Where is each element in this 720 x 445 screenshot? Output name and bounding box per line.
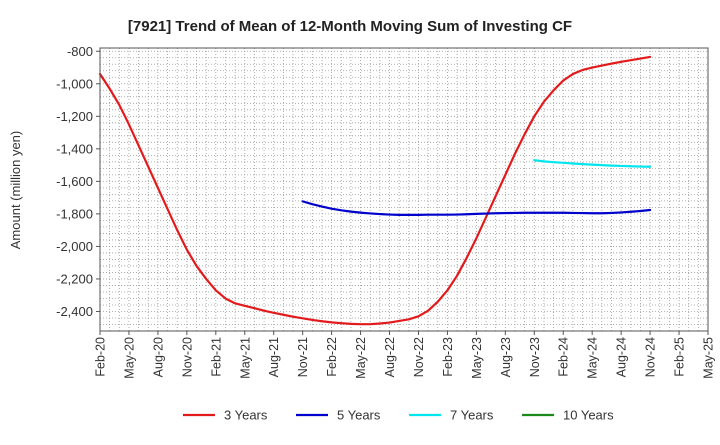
x-tick-label: Nov-24: [644, 337, 658, 377]
y-tick-label: -1,600: [56, 174, 93, 189]
series-line-3-years: [98, 55, 652, 326]
x-tick-label: Feb-20: [94, 337, 108, 377]
x-tick-label: Aug-20: [151, 337, 165, 377]
legend-label: 7 Years: [450, 408, 494, 423]
legend: 3 Years 5 Years 7 Years 10 Years: [183, 408, 614, 423]
x-tick-label: Nov-22: [412, 337, 426, 377]
x-tick-label: May-22: [354, 337, 368, 379]
y-tick-label: -2,200: [56, 271, 93, 286]
x-tick-label: Feb-21: [209, 337, 223, 377]
y-tick-label: -1,000: [56, 76, 93, 91]
x-tick-label: Feb-25: [673, 337, 687, 377]
x-tick-label: May-20: [122, 337, 136, 379]
x-tick-label: May-24: [586, 337, 600, 379]
y-tick-label: -2,000: [56, 239, 93, 254]
x-tick-label: Aug-23: [499, 337, 513, 377]
x-tick-label: May-21: [238, 337, 252, 379]
x-tick-label: May-23: [470, 337, 484, 379]
x-tick-label: May-25: [702, 337, 716, 379]
grid-layer: [99, 48, 709, 332]
plot-frame: [99, 47, 709, 332]
x-tick-label: Aug-22: [383, 337, 397, 377]
y-tick-label: -1,400: [56, 141, 93, 156]
y-axis-label: Amount (million yen): [8, 131, 23, 250]
y-tick-layer: -800 -1,000 -1,200 -1,400 -1,600 -1,800 -2,000…: [56, 44, 100, 319]
legend-label: 10 Years: [563, 408, 614, 423]
y-tick-label: -1,800: [56, 206, 93, 221]
x-tick-label: Nov-20: [180, 337, 194, 377]
series-line-5-years: [301, 200, 652, 216]
y-tick-label: -2,400: [56, 304, 93, 319]
x-tick-label: Aug-24: [615, 337, 629, 377]
series-line-7-years: [533, 159, 652, 168]
x-tick-layer: Feb-20 May-20 Aug-20 Nov-20 Feb-21 May-21 Aug-…: [94, 331, 716, 379]
y-tick-label: -800: [67, 44, 93, 59]
x-tick-label: Aug-21: [267, 337, 281, 377]
x-tick-label: Nov-21: [296, 337, 310, 377]
series-layer: [98, 55, 652, 326]
y-tick-label: -1,200: [56, 109, 93, 124]
legend-label: 3 Years: [224, 408, 268, 423]
legend-label: 5 Years: [337, 408, 381, 423]
x-tick-label: Feb-24: [557, 337, 571, 377]
x-tick-label: Feb-22: [325, 337, 339, 377]
x-tick-label: Feb-23: [441, 337, 455, 377]
chart-title: [7921] Trend of Mean of 12-Month Moving …: [128, 18, 572, 35]
x-tick-label: Nov-23: [528, 337, 542, 377]
